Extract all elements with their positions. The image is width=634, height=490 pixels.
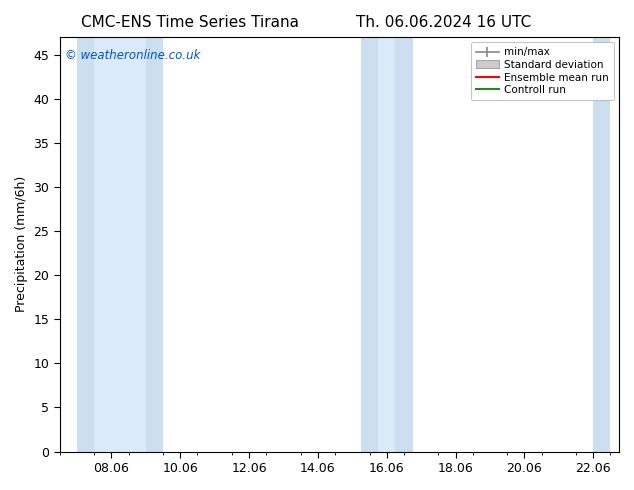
Y-axis label: Precipitation (mm/6h): Precipitation (mm/6h) [15,176,28,313]
Bar [146,37,163,452]
Text: © weatheronline.co.uk: © weatheronline.co.uk [65,49,201,63]
Bar [396,37,413,452]
Bar [77,37,163,452]
Text: Th. 06.06.2024 16 UTC: Th. 06.06.2024 16 UTC [356,15,531,30]
Bar [77,37,94,452]
Text: CMC-ENS Time Series Tirana: CMC-ENS Time Series Tirana [81,15,299,30]
Legend: min/max, Standard deviation, Ensemble mean run, Controll run: min/max, Standard deviation, Ensemble me… [470,42,614,100]
Bar [361,37,413,452]
Bar [361,37,378,452]
Bar [593,37,611,452]
Bar [593,37,611,452]
